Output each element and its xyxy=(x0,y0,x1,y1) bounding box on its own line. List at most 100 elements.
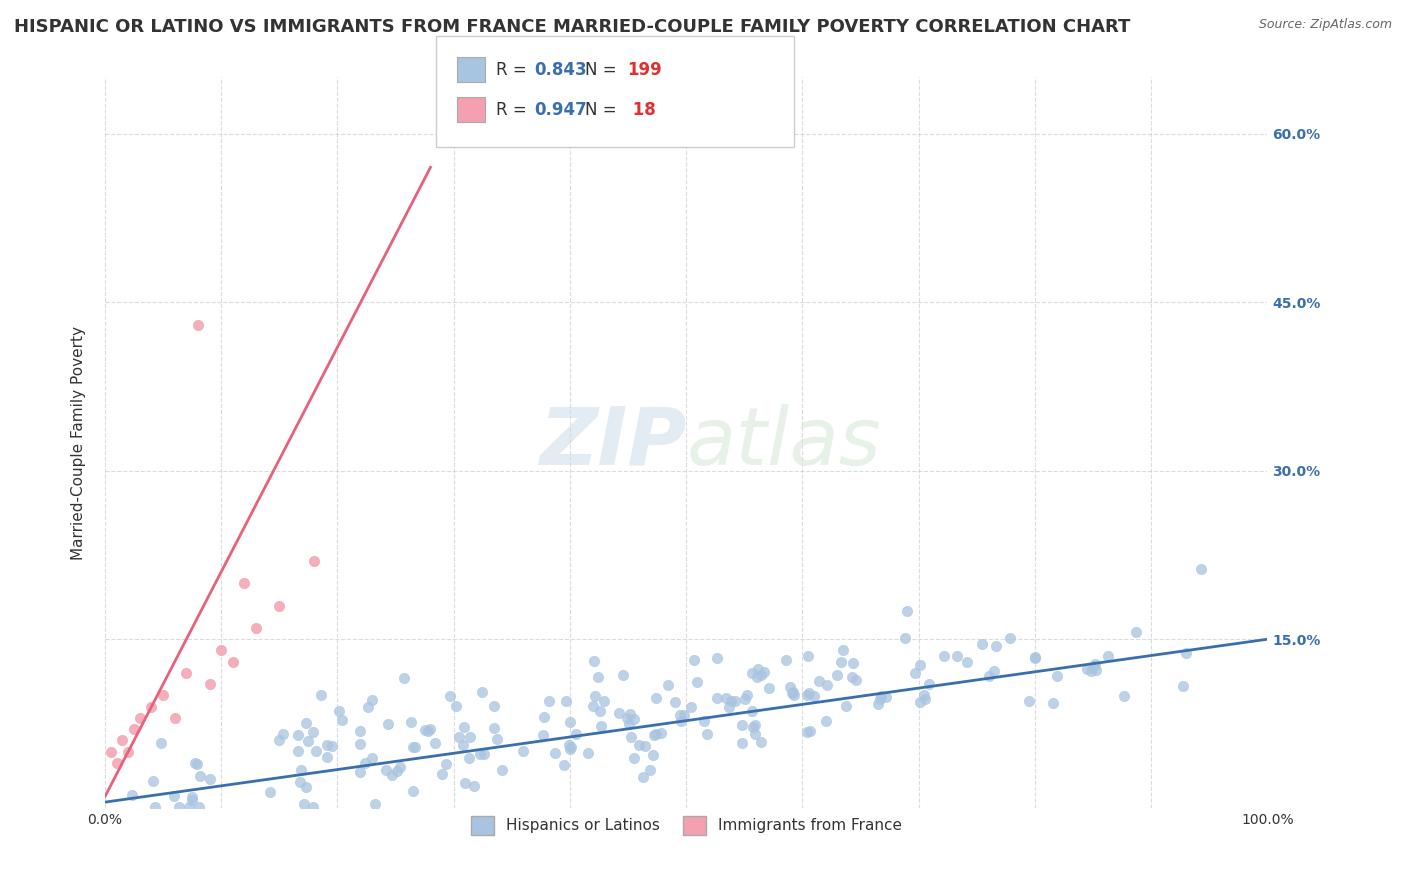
Point xyxy=(1085,663,1108,677)
Point xyxy=(141,699,163,714)
Point xyxy=(908,696,931,710)
Point xyxy=(565,727,588,741)
Point xyxy=(302,799,325,814)
Point xyxy=(752,665,775,680)
Point xyxy=(152,689,174,703)
Point xyxy=(796,724,818,739)
Point xyxy=(188,769,211,783)
Point xyxy=(741,705,763,719)
Point xyxy=(908,658,931,673)
Point xyxy=(122,722,145,736)
Point xyxy=(796,688,818,702)
Point xyxy=(576,746,599,760)
Point xyxy=(758,681,780,695)
Point xyxy=(121,789,143,803)
Point xyxy=(453,720,475,734)
Point xyxy=(169,799,191,814)
Point xyxy=(1024,649,1046,664)
Point xyxy=(830,655,852,669)
Point xyxy=(744,718,766,732)
Point xyxy=(718,700,741,714)
Point xyxy=(309,688,332,702)
Point xyxy=(209,643,232,657)
Point xyxy=(463,780,485,794)
Point xyxy=(815,714,838,729)
Point xyxy=(380,768,402,782)
Point xyxy=(392,672,415,686)
Point xyxy=(117,745,139,759)
Point xyxy=(741,666,763,681)
Point xyxy=(560,714,582,729)
Point xyxy=(315,739,337,753)
Point xyxy=(245,621,267,635)
Point xyxy=(983,664,1005,678)
Point xyxy=(184,756,207,770)
Point xyxy=(385,764,408,778)
Text: 18: 18 xyxy=(627,101,655,119)
Point xyxy=(1171,679,1194,693)
Point xyxy=(669,707,692,722)
Point xyxy=(100,745,122,759)
Point xyxy=(734,691,756,706)
Point xyxy=(269,599,291,613)
Point xyxy=(634,739,657,753)
Point xyxy=(1018,694,1040,708)
Point xyxy=(179,799,201,814)
Point xyxy=(302,553,325,567)
Point xyxy=(956,655,979,669)
Point xyxy=(589,719,612,733)
Point xyxy=(349,737,371,751)
Y-axis label: Married-Couple Family Poverty: Married-Couple Family Poverty xyxy=(72,326,86,559)
Point xyxy=(686,675,709,690)
Point xyxy=(845,673,868,688)
Point xyxy=(617,716,640,731)
Point xyxy=(432,767,454,781)
Point xyxy=(198,677,221,691)
Text: 199: 199 xyxy=(627,61,662,78)
Point xyxy=(780,686,803,700)
Point xyxy=(186,756,208,771)
Point xyxy=(447,730,470,744)
Text: N =: N = xyxy=(585,61,621,78)
Point xyxy=(560,742,582,756)
Point xyxy=(583,654,606,668)
Point xyxy=(986,640,1008,654)
Point xyxy=(593,694,616,708)
Point xyxy=(669,714,692,728)
Point xyxy=(111,733,134,747)
Point xyxy=(998,631,1021,645)
Point xyxy=(693,714,716,729)
Point xyxy=(401,739,423,754)
Point xyxy=(623,751,645,765)
Point xyxy=(187,318,209,332)
Point xyxy=(1189,562,1212,576)
Point xyxy=(259,784,281,798)
Point xyxy=(288,775,311,789)
Point xyxy=(482,699,505,714)
Point xyxy=(1097,648,1119,663)
Point xyxy=(904,665,927,680)
Point xyxy=(643,727,665,741)
Text: 0.843: 0.843 xyxy=(534,61,586,78)
Point xyxy=(349,723,371,738)
Point xyxy=(797,686,820,700)
Point xyxy=(779,681,801,695)
Point xyxy=(742,720,765,734)
Point xyxy=(188,799,211,814)
Point xyxy=(894,631,917,645)
Point xyxy=(607,706,630,720)
Point xyxy=(143,799,166,814)
Point xyxy=(747,670,769,684)
Point xyxy=(543,746,565,760)
Point xyxy=(797,648,820,663)
Point xyxy=(434,757,457,772)
Text: ZIP: ZIP xyxy=(538,403,686,482)
Point xyxy=(724,694,747,708)
Point xyxy=(415,723,437,738)
Point xyxy=(328,704,350,718)
Point xyxy=(932,648,955,663)
Point xyxy=(972,637,994,651)
Point xyxy=(749,735,772,749)
Point xyxy=(682,653,704,667)
Point xyxy=(163,711,186,725)
